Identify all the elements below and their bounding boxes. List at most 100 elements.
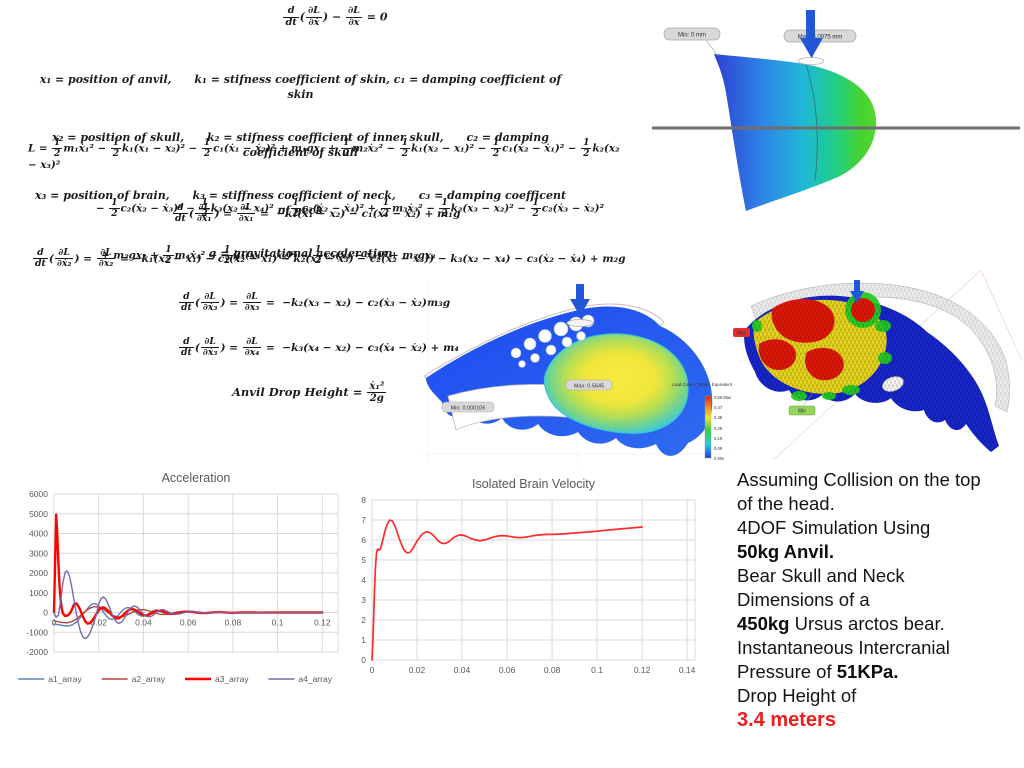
svg-text:0.08: 0.08	[544, 665, 561, 675]
anvil-dome-shape	[714, 54, 877, 211]
svg-text:0.12: 0.12	[314, 618, 331, 628]
notes-line: Instantaneous Intercranial	[737, 637, 950, 658]
svg-text:0.08: 0.08	[225, 618, 242, 628]
notes-line: 450kg Ursus arctos bear.	[737, 612, 1019, 636]
anvil-mass-value: 50kg Anvil.	[737, 541, 834, 562]
euler-lagrange-equation: d dt(∂L ∂ẋ) − ∂L ∂x = 0	[283, 5, 388, 28]
svg-text:4000: 4000	[29, 529, 48, 539]
acceleration-chart: -2000 -1000 0 1000 2000 3000 4000 5000 6000 0 0.02…	[6, 466, 350, 692]
svg-text:3000: 3000	[29, 548, 48, 558]
notes-line: Bear Skull and Neck	[737, 565, 905, 586]
skull-section-figure: Max: 0.5645 Min: 0.000106 Load Case 1: S…	[418, 276, 736, 468]
brain-velocity-chart: 0 1 2 3 4 5 6 7 8 0 0.02 0.04 0.06 0.08 0.1 0.12 0.14 Iso…	[354, 468, 722, 690]
notes-line: Pressure of 51KPa.	[737, 660, 1019, 684]
min-pressure-label: Min	[798, 409, 806, 415]
svg-text:6: 6	[361, 535, 366, 545]
legend-tick: 0.28	[714, 426, 723, 431]
legend-colorbar	[704, 395, 712, 459]
svg-text:8: 8	[361, 495, 366, 505]
min-label-leader	[705, 39, 719, 57]
svg-text:Acceleration: Acceleration	[162, 471, 231, 485]
legend-tick: 0.19	[714, 436, 723, 441]
svg-text:0.04: 0.04	[454, 665, 471, 675]
equation-of-motion-x2: d dt(∂L ∂ẋ₂) = ∂L ∂x₂ = −k₁(x₂ − x₁) − c₁(ẋ…	[33, 247, 626, 270]
lagrangian-equation: L = 1 2 m₁ẋ₁² − 1 2 k₁(x₁ − x₂)² − 1 2 c₁(ẋ₁ −…	[28, 112, 623, 279]
skull-mesh-render: Max Min	[733, 269, 1023, 461]
svg-text:5000: 5000	[29, 509, 48, 519]
svg-text:0: 0	[43, 608, 48, 618]
legend-tick: 0 Min	[714, 456, 725, 461]
notes-line: of the head.	[737, 493, 835, 514]
min-strain-tag	[441, 401, 495, 413]
svg-text:0.14: 0.14	[679, 665, 696, 675]
svg-text:a1_array: a1_array	[48, 674, 82, 684]
svg-text:0.04: 0.04	[135, 618, 152, 628]
strain-legend: Load Case 1: Strain, Equivalent 0.56 Max…	[672, 382, 733, 461]
mesh-overlay	[744, 295, 999, 452]
equation-of-motion-x3: d dt(∂L ∂ẋ₃) = ∂L ∂x₃ = −k₂(x₃ − x₂) − c₂(ẋ…	[179, 291, 451, 314]
impact-arrow-icon	[570, 284, 590, 316]
anvil-displacement-figure: Min: 0 mm Max: 3.0975 mm	[648, 4, 1024, 230]
svg-text:0.02: 0.02	[409, 665, 426, 675]
svg-text:2: 2	[361, 615, 366, 625]
drop-height-value: 3.4 meters	[737, 709, 836, 731]
notes-line: Dimensions of a	[737, 589, 870, 610]
min-displacement-tag	[663, 27, 721, 41]
svg-text:Isolated Brain Velocity: Isolated Brain Velocity	[472, 477, 596, 491]
definition-line: g = gravitational acceleration	[208, 247, 393, 260]
svg-text:0.12: 0.12	[634, 665, 651, 675]
notes-line: 4DOF Simulation Using	[737, 517, 931, 538]
svg-text:0: 0	[370, 665, 375, 675]
legend-tick: 0.47	[714, 405, 723, 410]
svg-text:a4_array: a4_array	[298, 674, 332, 684]
equation-of-motion-x1: d dt(∂L ∂ẋ₁) = ∂L ∂x₁ = −k₁(x₁ − x₂) − c₁(ẋ…	[173, 202, 461, 225]
min-label-leader	[802, 387, 818, 407]
svg-text:0.1: 0.1	[272, 618, 284, 628]
variable-definitions: x₁ = position of anvil, k₁ = stifness co…	[28, 44, 573, 276]
svg-text:7: 7	[361, 515, 366, 525]
anvil-meridian-line	[805, 63, 818, 182]
impact-washer	[566, 319, 594, 327]
definition-line: x₁ = position of anvil, k₁ = stifness co…	[39, 73, 566, 101]
definition-line: x₃ = position of brain, k₃ = stiffness c…	[34, 189, 570, 217]
notes-line: Drop Height of	[737, 685, 857, 706]
anvil-drop-height-equation: Anvil Drop Height = ẋ₁² 2g	[232, 380, 387, 405]
definition-line: x₂ = position of skull, k₂ = stifness co…	[52, 131, 553, 159]
svg-text:-2000: -2000	[26, 647, 48, 657]
skull-mesh-figure: Max Min	[733, 266, 1024, 464]
skull-section-render: Max: 0.5645 Min: 0.000106 Load Case 1: S…	[422, 280, 733, 466]
min-strain-label: Min: 0.000106	[451, 405, 486, 411]
max-pressure-tag	[733, 328, 750, 337]
legend-tick: 0.38	[714, 415, 723, 420]
svg-text:1000: 1000	[29, 588, 48, 598]
svg-text:-1000: -1000	[26, 627, 48, 637]
svg-text:a2_array: a2_array	[132, 674, 166, 684]
svg-text:0.02: 0.02	[90, 618, 107, 628]
notes-text: Pressure of	[737, 661, 837, 682]
svg-text:6000: 6000	[29, 489, 48, 499]
min-pressure-tag	[788, 405, 816, 416]
svg-text:4: 4	[361, 575, 366, 585]
max-pressure-label: Max	[737, 331, 747, 337]
impact-washer	[797, 57, 825, 65]
legend-tick: 0.09	[714, 446, 723, 451]
equation-of-motion-x4: d dt(∂L ∂ẋ₃) = ∂L ∂x₄ = −k₃(x₄ − x₂) − c₃(ẋ…	[179, 336, 459, 359]
lagrangian-line: − 1 2 c₂(ẋ₂ − ẋ₃)² − 1 2 k₃(x₂ − x₄)² − 1 2 c₃…	[96, 196, 604, 219]
svg-text:2000: 2000	[29, 568, 48, 578]
notes-text: Ursus arctos bear.	[789, 613, 945, 634]
svg-text:a3_array: a3_array	[215, 674, 249, 684]
brain-strain-region	[543, 333, 689, 434]
svg-text:0: 0	[52, 618, 57, 628]
max-strain-label: Max: 0.5645	[574, 383, 604, 389]
anvil-displacement-render: Min: 0 mm Max: 3.0975 mm	[652, 10, 1020, 211]
bear-mass-value: 450kg	[737, 613, 790, 634]
min-displacement-label: Min: 0 mm	[678, 33, 706, 39]
svg-text:0.06: 0.06	[180, 618, 197, 628]
svg-text:1: 1	[361, 635, 366, 645]
max-strain-tag	[565, 379, 613, 391]
legend-tick: 0.56 Max	[714, 395, 732, 400]
svg-text:0.06: 0.06	[499, 665, 516, 675]
svg-text:5: 5	[361, 555, 366, 565]
lagrangian-line: L = 1 2 m₁ẋ₁² − 1 2 k₁(x₁ − x₂)² − 1 2 c₁(ẋ₁ −…	[28, 136, 624, 171]
